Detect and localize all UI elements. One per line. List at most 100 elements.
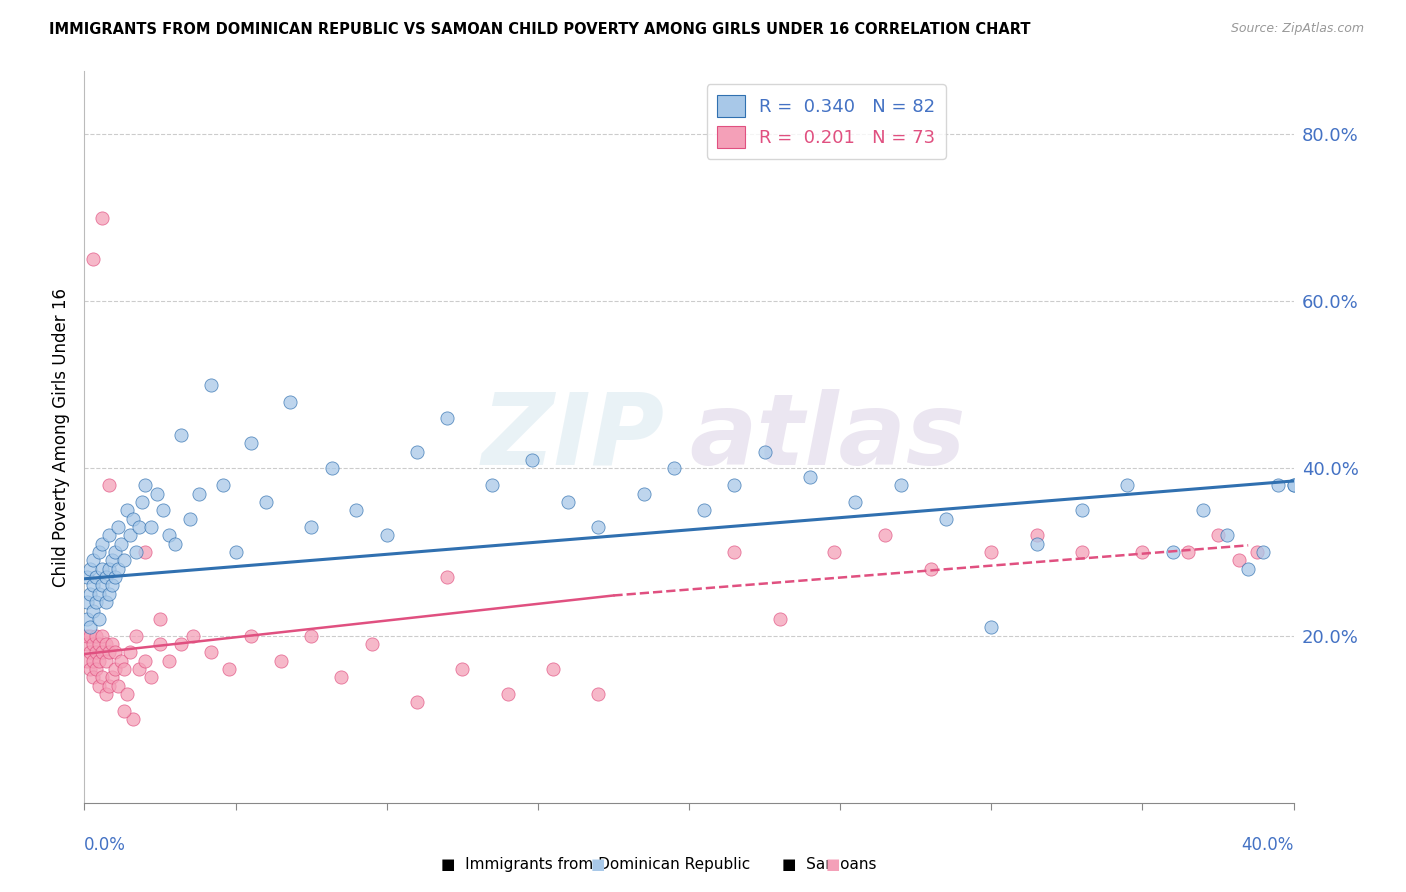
Point	[91, 211, 114, 225]
Point	[118, 645, 141, 659]
Point	[1192, 503, 1215, 517]
Point	[82, 578, 104, 592]
Point	[115, 687, 138, 701]
Point	[76, 595, 98, 609]
Point	[89, 587, 111, 601]
Point	[86, 662, 108, 676]
Point	[875, 528, 897, 542]
Point	[200, 645, 222, 659]
Point	[115, 503, 138, 517]
Point	[110, 536, 132, 550]
Point	[179, 511, 201, 525]
Point	[82, 670, 104, 684]
Point	[436, 570, 458, 584]
Point	[82, 654, 104, 668]
Point	[1253, 545, 1275, 559]
Point	[104, 662, 127, 676]
Point	[100, 553, 122, 567]
Point	[79, 629, 101, 643]
Point	[89, 654, 111, 668]
Point	[89, 545, 111, 559]
Point	[1282, 478, 1305, 492]
Point	[1282, 478, 1305, 492]
Point	[890, 478, 912, 492]
Point	[100, 670, 122, 684]
Point	[125, 629, 148, 643]
Point	[76, 612, 98, 626]
Point	[89, 679, 111, 693]
Point	[152, 503, 174, 517]
Point	[799, 470, 821, 484]
Point	[110, 654, 132, 668]
Text: IMMIGRANTS FROM DOMINICAN REPUBLIC VS SAMOAN CHILD POVERTY AMONG GIRLS UNDER 16 : IMMIGRANTS FROM DOMINICAN REPUBLIC VS SA…	[49, 22, 1031, 37]
Text: 0.0%: 0.0%	[84, 836, 127, 854]
Point	[107, 562, 129, 576]
Point	[97, 528, 120, 542]
Point	[94, 637, 117, 651]
Point	[86, 629, 108, 643]
Point	[406, 696, 429, 710]
Point	[278, 394, 301, 409]
Point	[330, 670, 353, 684]
Point	[844, 495, 866, 509]
Point	[79, 562, 101, 576]
Point	[170, 428, 193, 442]
Point	[1216, 528, 1239, 542]
Point	[270, 654, 292, 668]
Point	[212, 478, 235, 492]
Text: ■: ■	[825, 857, 839, 872]
Point	[86, 570, 108, 584]
Point	[980, 545, 1002, 559]
Point	[1227, 553, 1250, 567]
Point	[91, 578, 114, 592]
Point	[406, 444, 429, 458]
Point	[588, 687, 610, 701]
Point	[128, 662, 150, 676]
Point	[769, 612, 792, 626]
Point	[1025, 536, 1047, 550]
Point	[254, 495, 277, 509]
Point	[118, 528, 141, 542]
Point	[149, 637, 172, 651]
Point	[76, 637, 98, 651]
Point	[94, 595, 117, 609]
Point	[89, 637, 111, 651]
Point	[375, 528, 398, 542]
Point	[91, 645, 114, 659]
Point	[633, 486, 655, 500]
Point	[1177, 545, 1199, 559]
Point	[481, 478, 503, 492]
Point	[935, 511, 957, 525]
Point	[1025, 528, 1047, 542]
Point	[134, 654, 156, 668]
Point	[76, 654, 98, 668]
Point	[165, 536, 187, 550]
Point	[82, 603, 104, 617]
Point	[200, 377, 222, 392]
Point	[823, 545, 845, 559]
Point	[754, 444, 776, 458]
Point	[91, 562, 114, 576]
Point	[86, 595, 108, 609]
Text: ■  Immigrants from Dominican Republic: ■ Immigrants from Dominican Republic	[440, 857, 749, 872]
Point	[541, 662, 564, 676]
Point	[134, 545, 156, 559]
Point	[82, 553, 104, 567]
Point	[496, 687, 519, 701]
Point	[723, 478, 745, 492]
Point	[94, 570, 117, 584]
Point	[107, 679, 129, 693]
Text: 40.0%: 40.0%	[1241, 836, 1294, 854]
Point	[218, 662, 240, 676]
Point	[79, 662, 101, 676]
Point	[360, 637, 382, 651]
Point	[588, 520, 610, 534]
Point	[97, 587, 120, 601]
Point	[139, 520, 162, 534]
Point	[94, 654, 117, 668]
Point	[91, 629, 114, 643]
Point	[181, 629, 204, 643]
Point	[100, 637, 122, 651]
Point	[920, 562, 942, 576]
Point	[97, 679, 120, 693]
